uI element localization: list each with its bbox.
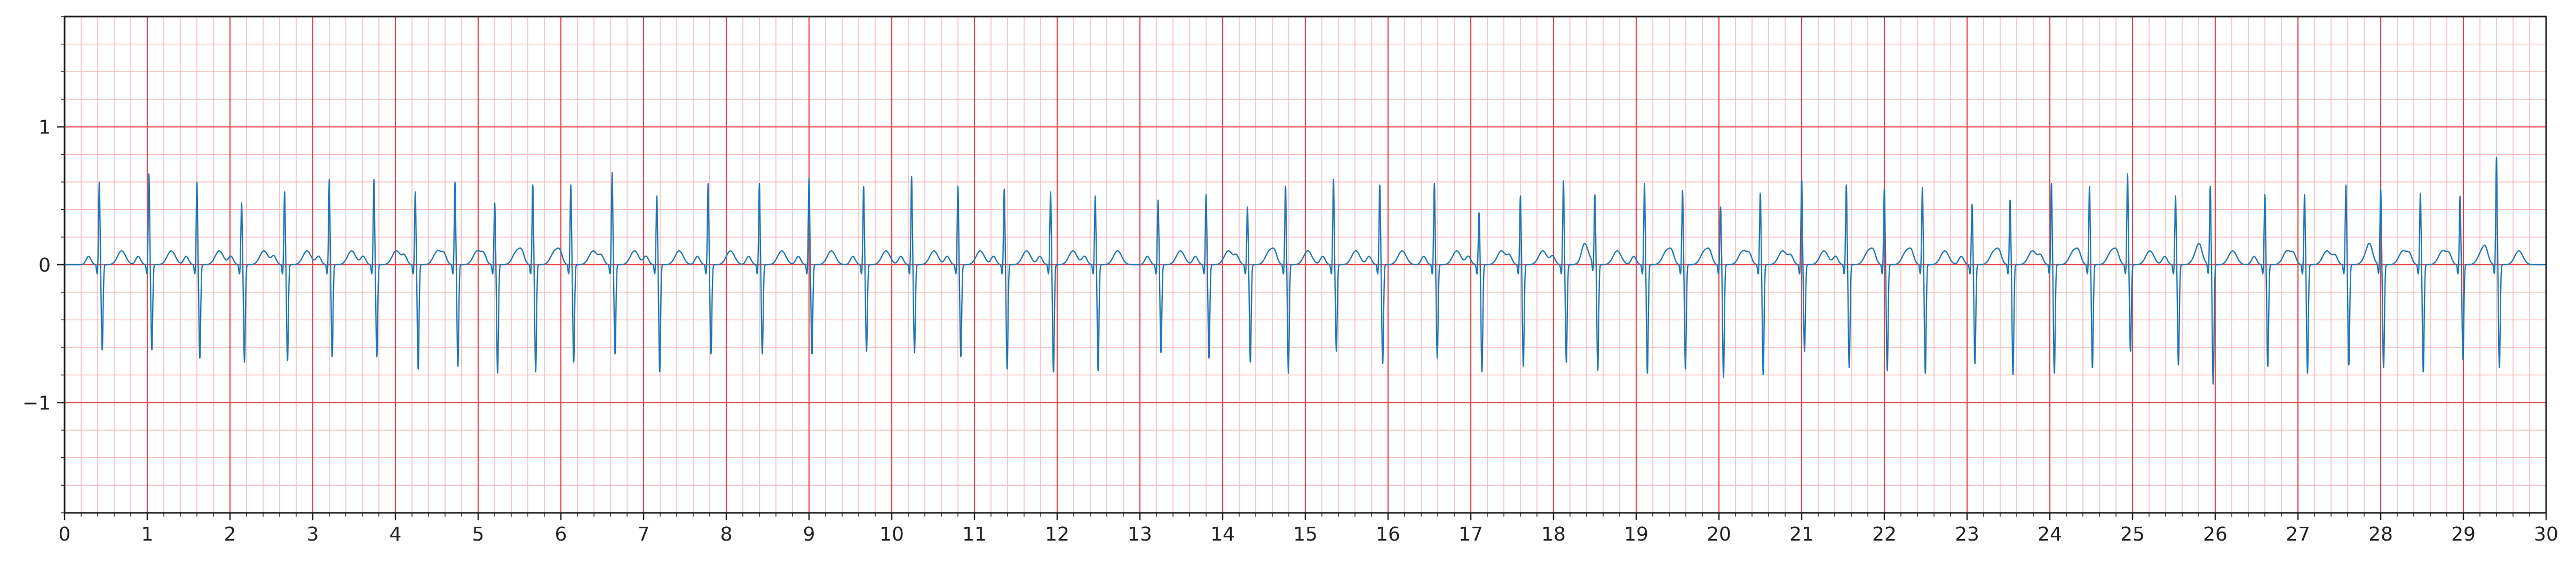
r-peak-point xyxy=(1246,205,1250,209)
x-tick-label: 0 xyxy=(59,524,71,545)
x-tick-label: 13 xyxy=(1128,524,1152,545)
r-peak-point xyxy=(1882,187,1887,191)
x-tick-label: 17 xyxy=(1459,524,1483,545)
r-peak-point xyxy=(1844,183,1849,187)
r-peak-point xyxy=(2458,194,2462,198)
r-peak-point xyxy=(1758,191,1763,195)
r-peak-point xyxy=(1477,210,1481,215)
x-tick-label: 19 xyxy=(1624,524,1648,545)
x-tick-label: 25 xyxy=(2120,524,2145,545)
x-axis: 0 1 2 3 4 5 6 7 8 9 10 11 12 13 14 15 16 17 18 19 20 21 22 23 24… xyxy=(59,513,2558,545)
r-peak-point xyxy=(1331,177,1336,181)
x-tick-label: 23 xyxy=(1955,524,1979,545)
x-tick-label: 12 xyxy=(1045,524,1069,545)
r-peak-point xyxy=(1920,185,1924,189)
r-peak-point xyxy=(757,181,762,186)
r-peak-point xyxy=(807,176,811,180)
r-peak-point xyxy=(569,183,573,187)
r-peak-point xyxy=(2208,184,2213,188)
r-peak-point xyxy=(2263,192,2267,196)
x-tick-label: 16 xyxy=(1376,524,1400,545)
r-peak-point xyxy=(610,170,614,175)
r-peak-point xyxy=(1283,184,1288,188)
r-peak-point xyxy=(2302,192,2306,196)
x-tick-label: 2 xyxy=(224,524,236,545)
r-peak-point xyxy=(1518,194,1523,198)
r-peak-point xyxy=(1643,181,1647,186)
r-peak-point xyxy=(2087,184,2091,188)
x-tick-label: 24 xyxy=(2038,524,2062,545)
x-tick-label: 6 xyxy=(555,524,567,545)
x-tick-label: 11 xyxy=(962,524,987,545)
x-tick-label: 15 xyxy=(1293,524,1318,545)
r-peak-point xyxy=(2418,191,2422,195)
r-peak-point xyxy=(1432,181,1437,186)
x-tick-label: 5 xyxy=(472,524,485,545)
r-peak-point xyxy=(706,181,710,186)
x-tick-label: 18 xyxy=(1541,524,1566,545)
r-peak-point xyxy=(2008,198,2012,202)
x-tick-label: 4 xyxy=(390,524,402,545)
r-peak-point xyxy=(1681,188,1685,193)
r-peak-point xyxy=(327,177,331,181)
x-tick-label: 7 xyxy=(638,524,650,545)
r-peak-point xyxy=(1718,205,1723,209)
x-tick-label: 8 xyxy=(720,524,733,545)
r-peak-point xyxy=(655,194,659,198)
x-tick-label: 10 xyxy=(879,524,904,545)
r-peak-point xyxy=(97,180,101,184)
y-tick-label: 1 xyxy=(38,117,51,139)
r-peak-point xyxy=(1970,202,1974,206)
y-axis: −1 0 1 xyxy=(22,16,65,513)
r-peak-point xyxy=(453,180,457,184)
r-peak-point xyxy=(2379,187,2383,191)
y-tick-label: −1 xyxy=(22,392,51,414)
x-tick-label: 14 xyxy=(1210,524,1235,545)
r-peak-point xyxy=(282,189,287,194)
x-tick-label: 26 xyxy=(2203,524,2228,545)
r-peak-point xyxy=(861,184,866,188)
r-peak-point xyxy=(147,172,151,176)
r-peak-point xyxy=(1204,192,1208,196)
r-peak-point xyxy=(240,201,244,205)
r-peak-point xyxy=(909,175,914,179)
r-peak-point xyxy=(2344,183,2348,187)
x-tick-label: 3 xyxy=(307,524,319,545)
r-peak-point xyxy=(2174,194,2178,198)
x-tick-label: 1 xyxy=(141,524,154,545)
r-peak-point xyxy=(1002,187,1006,191)
x-tick-label: 9 xyxy=(803,524,815,545)
trace-layer xyxy=(64,155,2547,385)
r-peak-point xyxy=(1593,194,1597,198)
r-peak-point xyxy=(2126,172,2130,176)
r-peak-point xyxy=(1562,178,1566,183)
x-tick-label: 22 xyxy=(1872,524,1897,545)
r-peak-point xyxy=(1156,198,1160,202)
r-peak-point xyxy=(956,184,960,188)
r-peak-point xyxy=(1049,189,1053,194)
r-peak-point xyxy=(372,177,376,181)
r-peak-point xyxy=(530,183,535,187)
r-peak-point xyxy=(413,189,417,194)
x-tick-label: 21 xyxy=(1789,524,1814,545)
r-peak-point xyxy=(1800,177,1804,181)
x-tick-label: 27 xyxy=(2286,524,2310,545)
r-peak-point xyxy=(1093,194,1097,198)
r-peak-point xyxy=(493,201,497,205)
x-tick-label: 20 xyxy=(1707,524,1731,545)
x-tick-label: 29 xyxy=(2451,524,2476,545)
x-tick-label: 28 xyxy=(2368,524,2393,545)
r-peak-point xyxy=(2049,181,2054,186)
x-tick-label: 30 xyxy=(2534,524,2558,545)
r-peak-point xyxy=(2494,155,2499,160)
r-peak-point xyxy=(195,180,199,184)
r-peak-point xyxy=(1378,183,1382,187)
y-tick-label: 0 xyxy=(38,255,51,276)
ecg-trace xyxy=(64,156,2547,385)
